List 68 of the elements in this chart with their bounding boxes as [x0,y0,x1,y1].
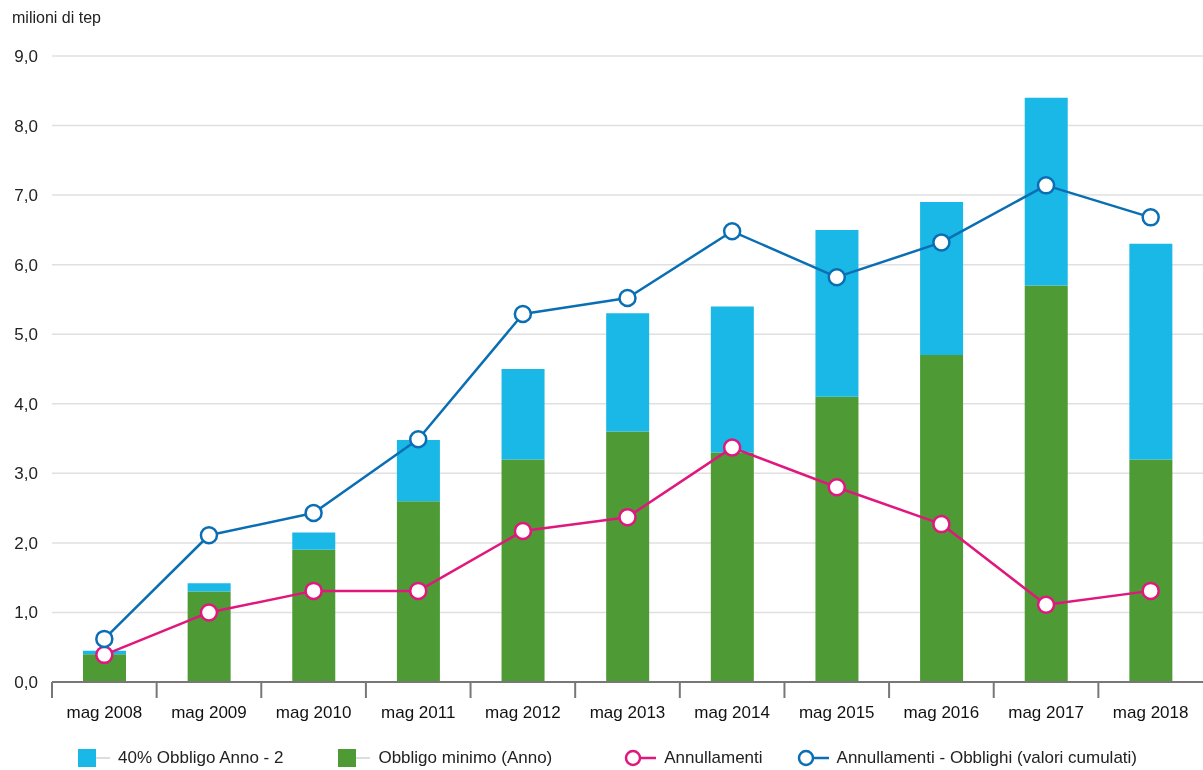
point [199,525,219,545]
point [932,233,951,252]
y-tick-label: 9,0 [14,47,38,67]
bar [710,452,754,682]
y-tick-label: 2,0 [14,533,38,553]
bar [920,355,964,682]
x-tick-label: mag 2010 [275,703,352,722]
point [304,581,323,601]
point [1036,595,1056,615]
x-tick-label: mag 2013 [589,703,666,722]
legend-label: Annullamenti - Obblighi (valori cumulati) [836,748,1138,768]
bar [606,313,650,432]
bar [920,202,964,356]
bar [396,501,440,682]
bar [606,431,650,682]
y-tick-label: 7,0 [14,186,38,206]
x-tick-label: mag 2015 [798,703,875,722]
point [722,222,742,241]
point [513,304,533,324]
bar [1024,97,1068,286]
y-tick-label: 4,0 [14,394,38,414]
y-tick-label: 5,0 [14,325,38,345]
y-tick-label: 3,0 [14,464,38,484]
point [304,503,323,523]
bar [292,549,336,682]
point [932,514,951,534]
point [618,507,637,527]
point [95,629,114,649]
y-tick-label: 6,0 [14,255,38,275]
point [827,477,847,497]
y-axis-title: milioni di tep [12,9,101,27]
x-tick-label: mag 2016 [903,703,980,722]
point [618,288,637,308]
point [827,267,847,287]
legend-label: Obbligo minimo (Anno) [378,748,553,768]
point [722,438,742,457]
point [408,430,428,449]
x-tick-label: mag 2011 [381,703,456,722]
bar [815,396,859,682]
legend-label: 40% Obbligo Anno - 2 [118,748,284,768]
bar [396,439,440,502]
bar [710,306,754,453]
point [199,603,219,622]
bar [1129,459,1173,682]
y-tick-label: 0,0 [14,673,38,693]
point [1141,581,1160,601]
x-tick-label: mag 2008 [66,703,143,722]
bar [501,459,545,682]
x-tick-label: mag 2009 [171,703,247,722]
bar [501,369,545,460]
bar [187,583,231,592]
bar [1024,285,1068,682]
point [95,645,114,665]
point [408,581,428,601]
legend-label: Annullamenti [664,748,763,768]
bar [1129,243,1173,460]
point [1141,208,1160,227]
point [513,521,533,541]
x-tick-label: mag 2014 [694,703,770,722]
y-tick-label: 8,0 [14,116,38,136]
bar [815,229,859,397]
bar [187,591,231,682]
x-tick-label: mag 2017 [1008,703,1084,722]
y-tick-label: 1,0 [14,603,38,623]
x-tick-label: mag 2018 [1112,703,1189,722]
x-tick-label: mag 2012 [485,703,561,722]
point [1036,176,1056,195]
bar [292,532,336,550]
